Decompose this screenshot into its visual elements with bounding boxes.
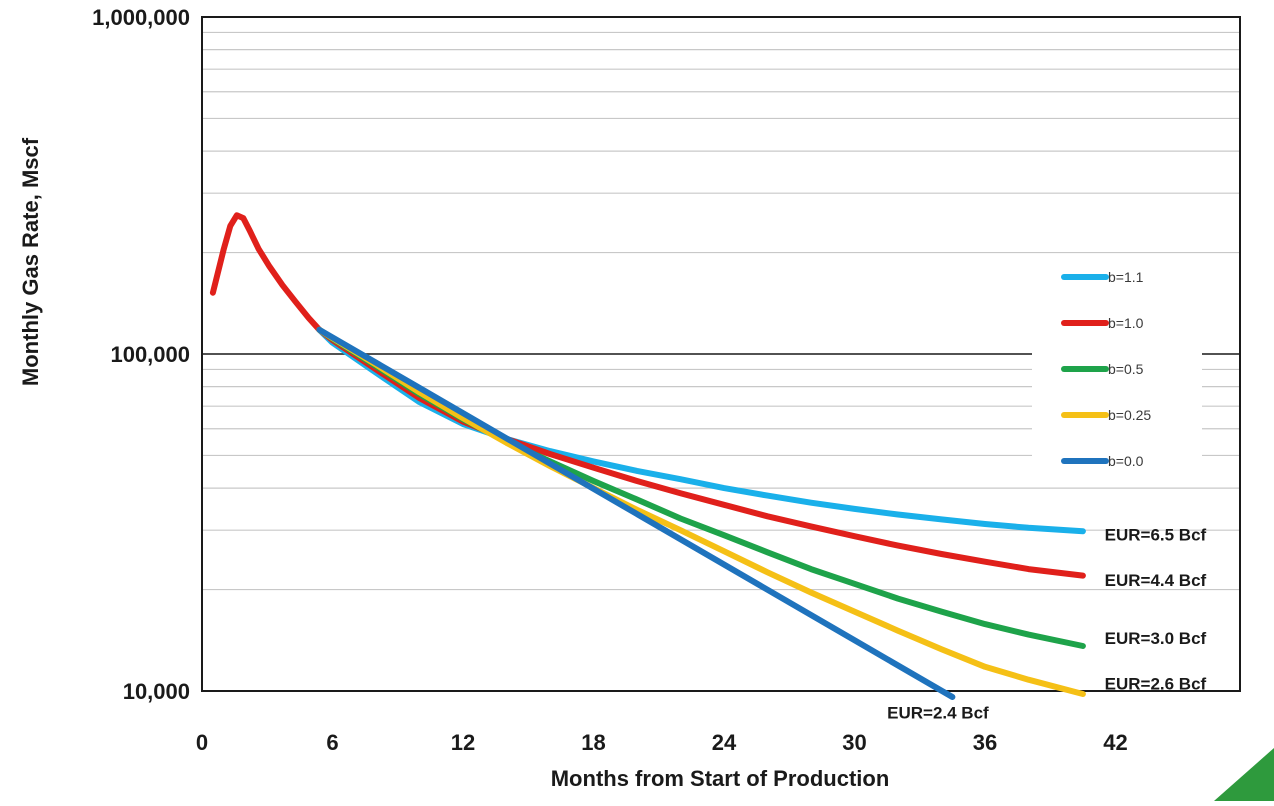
series-line-b=1.0 [316,326,1086,579]
plot-area-frame [201,16,1241,692]
eur-annotation: EUR=2.4 Bcf [887,703,989,722]
legend-label-b=1.0: b=1.0 [1108,315,1144,331]
eur-annotation: EUR=2.6 Bcf [1105,675,1207,694]
legend-label-b=0.5: b=0.5 [1108,361,1144,377]
x-tick-label: 0 [196,730,208,755]
x-tick-label: 24 [712,730,737,755]
series-line-b=0.0 [316,326,956,700]
x-tick-label: 30 [842,730,866,755]
x-tick-label: 6 [326,730,338,755]
legend-label-b=1.1: b=1.1 [1108,269,1144,285]
legend-label-b=0.25: b=0.25 [1108,407,1151,423]
x-axis-ticks: 0 6 12 18 24 30 36 42 [196,730,1128,755]
legend-label-b=0.0: b=0.0 [1108,453,1144,469]
x-axis-title: Months from Start of Production [551,766,890,791]
eur-annotation: EUR=4.4 Bcf [1105,571,1207,590]
x-tick-label: 42 [1103,730,1127,755]
eur-annotation: EUR=3.0 Bcf [1105,629,1207,648]
legend: b=1.1 b=1.0 b=0.5 b=0.25 b=0.0 [1032,258,1202,470]
x-tick-label: 18 [581,730,605,755]
x-tick-label: 12 [451,730,475,755]
y-axis-title: Monthly Gas Rate, Mscf [18,137,43,386]
legend-box [1032,258,1202,470]
corner-mark [1214,748,1274,801]
series-line-initial-rate [209,212,323,333]
series-layer [209,212,1086,700]
eur-annotation: EUR=6.5 Bcf [1105,525,1207,544]
y-tick-label: 10,000 [123,679,190,704]
x-tick-label: 36 [973,730,997,755]
y-tick-label: 1,000,000 [92,5,190,30]
series-line-b=0.25 [316,326,1086,697]
annotations: EUR=6.5 Bcf EUR=4.4 Bcf EUR=3.0 Bcf EUR=2.6… [887,525,1206,722]
series-line-b=1.1 [316,326,1086,535]
y-axis-ticks: 10,000 100,000 1,000,000 [92,5,190,704]
y-tick-label: 100,000 [110,342,190,367]
